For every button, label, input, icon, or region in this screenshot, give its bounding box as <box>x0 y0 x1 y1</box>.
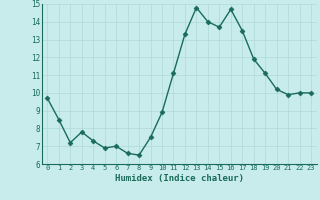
X-axis label: Humidex (Indice chaleur): Humidex (Indice chaleur) <box>115 174 244 183</box>
